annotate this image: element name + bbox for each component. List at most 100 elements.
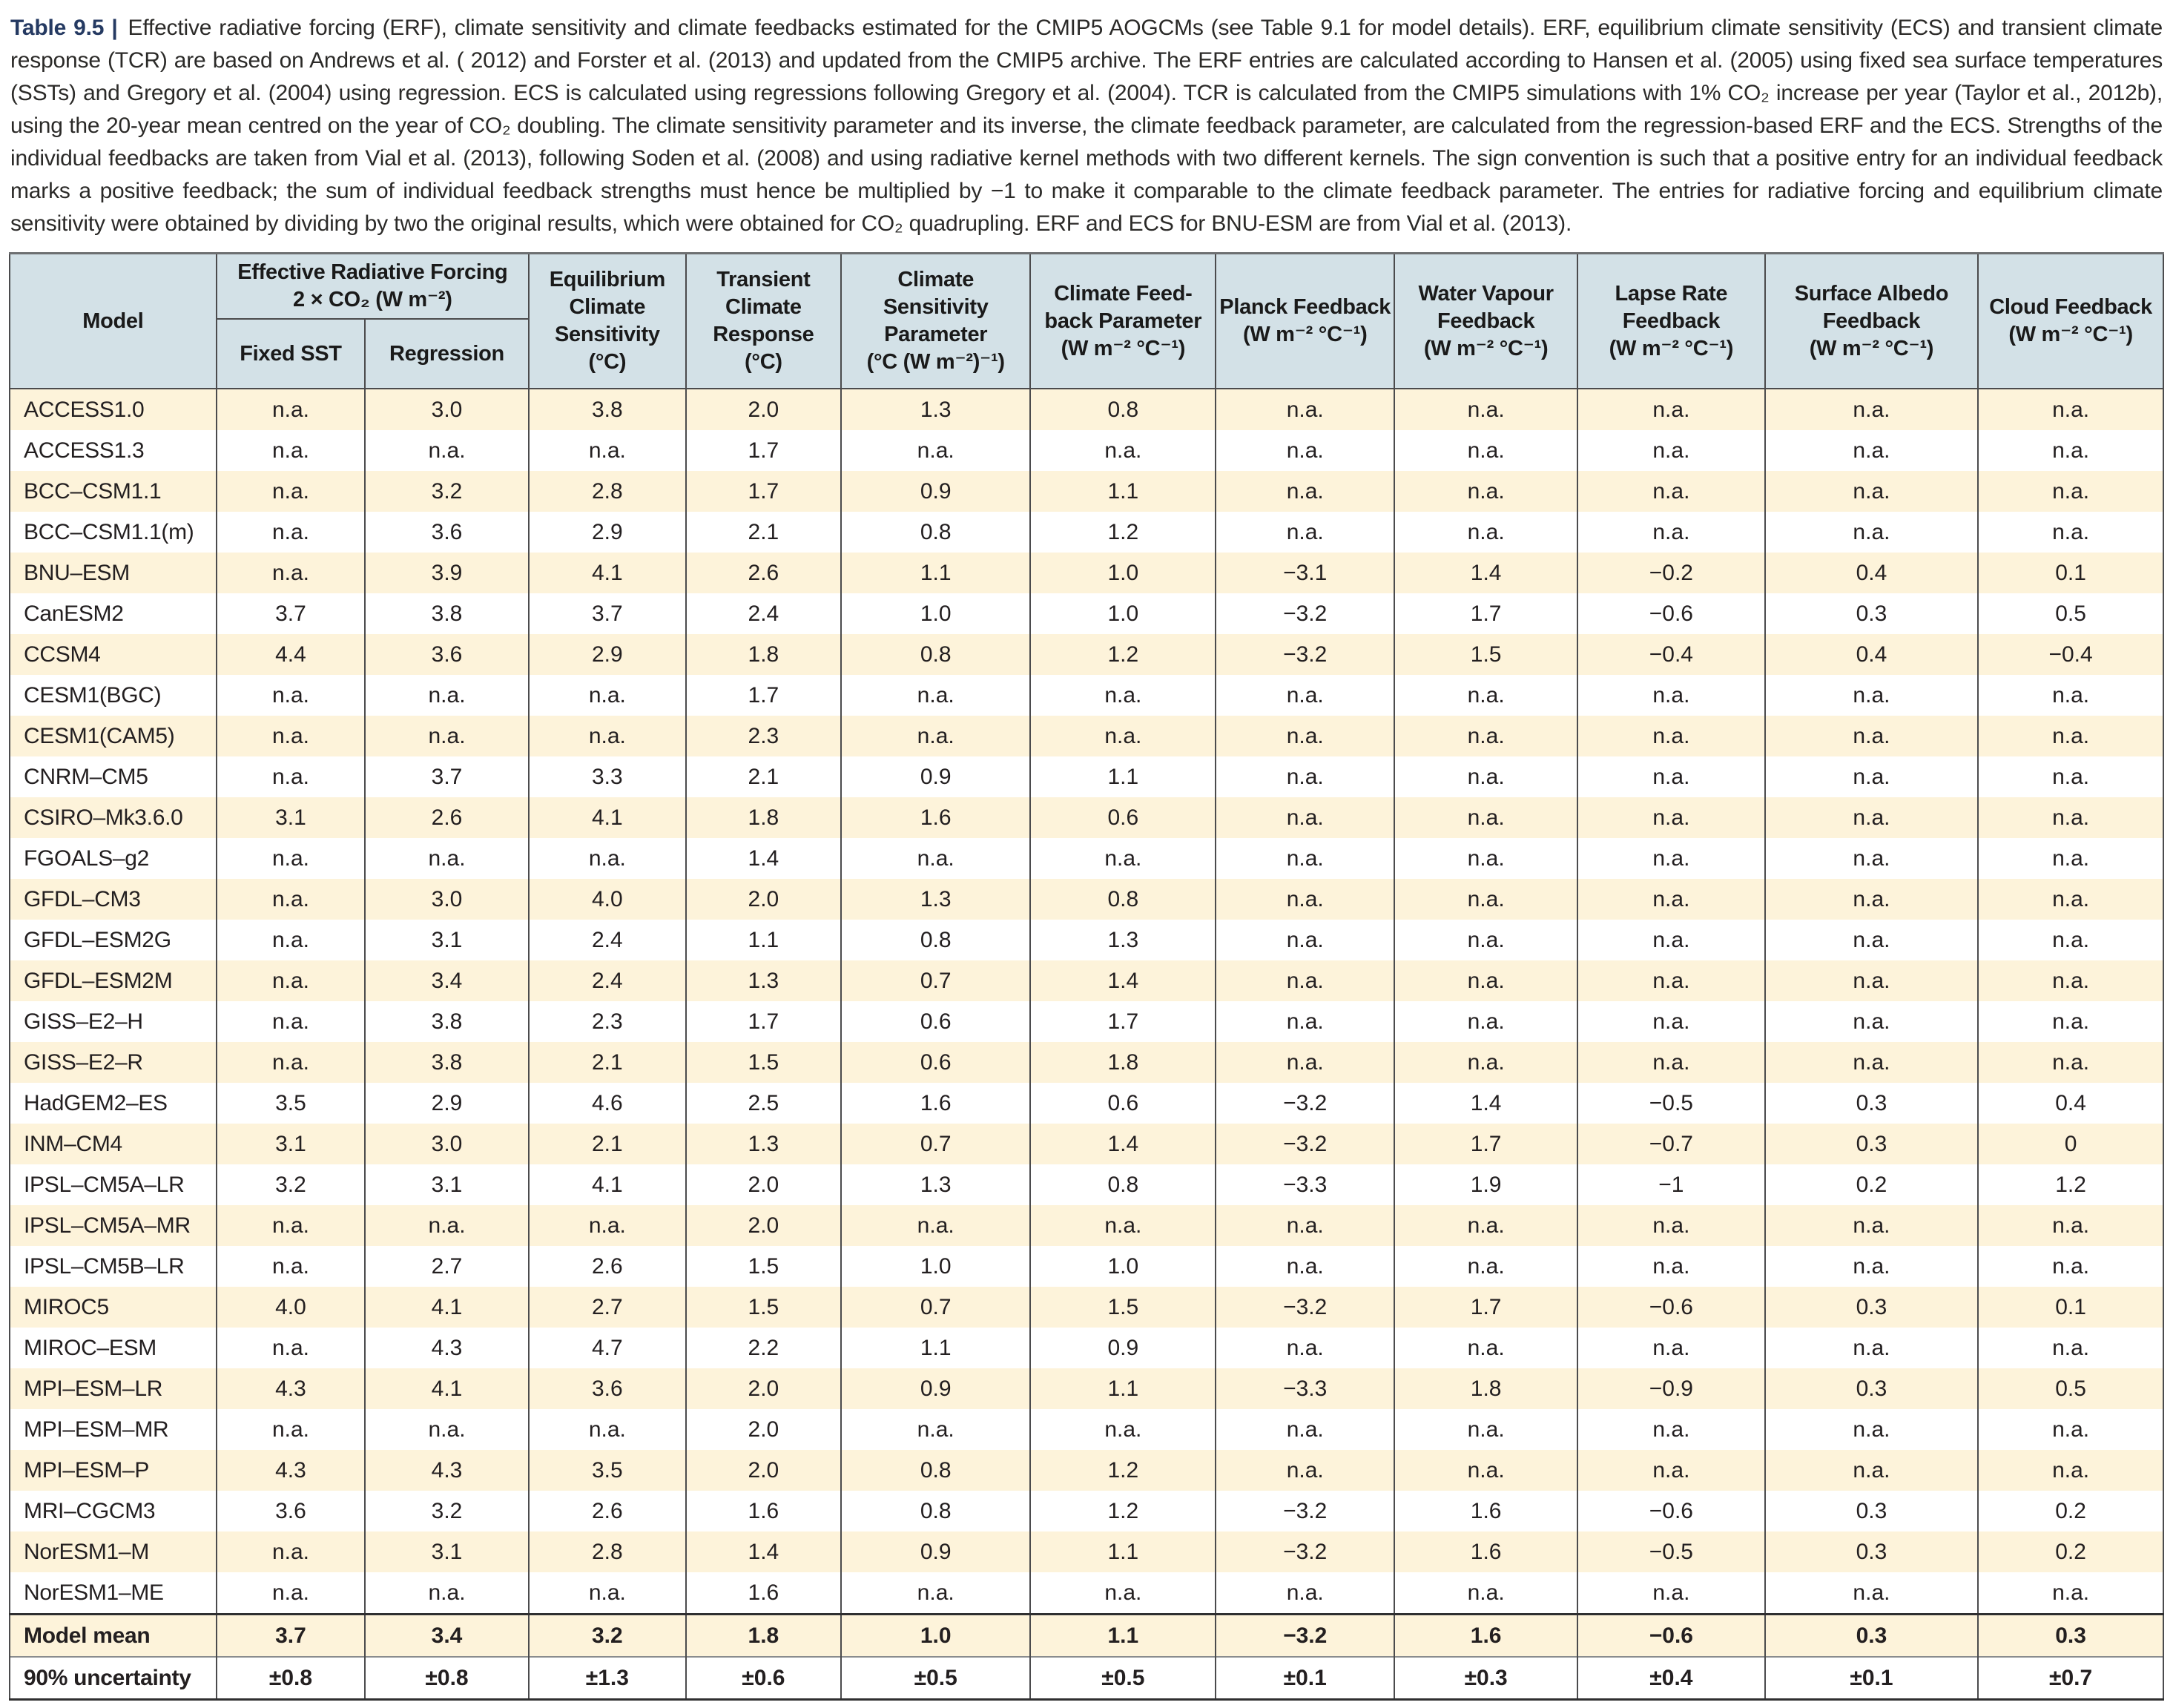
value-cell: ±0.8 [364,1656,530,1700]
value-cell: 3.8 [364,1001,530,1042]
value-cell: 3.0 [364,879,530,920]
value-cell: n.a. [1394,1572,1579,1615]
value-cell: n.a. [1977,1042,2164,1083]
value-cell: 2.4 [527,960,687,1001]
value-cell: n.a. [1394,512,1579,553]
value-cell: n.a. [1029,838,1217,879]
value-cell: n.a. [1977,430,2164,471]
table-row: CanESM2 3.7 3.8 3.7 2.4 1.0 1.0 −3.2 1.7 −0.6 0.3 0… [9,593,2164,634]
table-row: 90% uncertainty ±0.8 ±0.8 ±1.3 ±0.6 ±0.5 ±0.5 ±… [9,1656,2164,1700]
value-cell: n.a. [1215,1042,1396,1083]
value-cell: n.a. [1977,1572,2164,1615]
value-cell: n.a. [1764,1246,1979,1287]
value-cell: n.a. [1977,1450,2164,1491]
value-cell: 1.5 [685,1287,842,1328]
value-cell: n.a. [1577,471,1766,512]
value-cell: n.a. [215,716,366,756]
value-cell: n.a. [1577,1450,1766,1491]
value-cell: 1.6 [1394,1531,1579,1572]
value-cell: 0.4 [1977,1083,2164,1124]
value-cell: 1.7 [685,430,842,471]
value-cell: n.a. [840,838,1032,879]
value-cell: n.a. [215,430,366,471]
value-cell: 4.0 [527,879,687,920]
value-cell: n.a. [215,1572,366,1615]
value-cell: 0.7 [840,1124,1032,1164]
value-cell: 4.0 [215,1287,366,1328]
value-cell: 3.0 [364,389,530,430]
value-cell: −3.2 [1215,1531,1396,1572]
value-cell: 0.3 [1764,1368,1979,1409]
table-row: BCC–CSM1.1 n.a. 3.2 2.8 1.7 0.9 1.1 n.a. n.a. n.a… [9,471,2164,512]
value-cell: 1.2 [1029,512,1217,553]
value-cell: 2.4 [685,593,842,634]
value-cell: n.a. [215,512,366,553]
value-cell: −3.2 [1215,1124,1396,1164]
value-cell: −3.2 [1215,1083,1396,1124]
value-cell: n.a. [1577,797,1766,838]
value-cell: n.a. [527,838,687,879]
model-name-cell: GFDL–ESM2G [9,920,217,960]
value-cell: 1.3 [840,389,1032,430]
value-cell: 3.1 [215,797,366,838]
value-cell: n.a. [215,838,366,879]
value-cell: 0.7 [840,960,1032,1001]
value-cell: 1.7 [685,675,842,716]
value-cell: n.a. [215,960,366,1001]
value-cell: 1.4 [1029,960,1217,1001]
value-cell: ±0.5 [1029,1656,1217,1700]
value-cell: 1.4 [1029,1124,1217,1164]
value-cell: n.a. [1764,797,1979,838]
value-cell: 1.7 [1394,593,1579,634]
value-cell: −3.2 [1215,593,1396,634]
value-cell: 0.8 [1029,389,1217,430]
value-cell: n.a. [215,553,366,593]
value-cell: 0.2 [1764,1164,1979,1205]
value-cell: n.a. [1577,1572,1766,1615]
value-cell: 1.8 [685,797,842,838]
value-cell: n.a. [1577,430,1766,471]
value-cell: n.a. [1215,879,1396,920]
value-cell: 2.1 [685,512,842,553]
value-cell: 1.0 [840,593,1032,634]
value-cell: 1.7 [685,471,842,512]
value-cell: 0.6 [1029,1083,1217,1124]
value-cell: n.a. [1764,1042,1979,1083]
col-header-equilibrium-climate-sensitivity: Equilibrium Climate Sensitivity (°C) [527,252,687,389]
value-cell: n.a. [840,430,1032,471]
value-cell: 2.6 [527,1491,687,1531]
value-cell: n.a. [1394,1042,1579,1083]
value-cell: 4.3 [364,1450,530,1491]
model-name-cell: CNRM–CM5 [9,756,217,797]
value-cell: 3.2 [364,471,530,512]
value-cell: n.a. [215,879,366,920]
value-cell: 2.7 [527,1287,687,1328]
model-name-cell: MRI–CGCM3 [9,1491,217,1531]
value-cell: n.a. [364,838,530,879]
value-cell: ±0.8 [215,1656,366,1700]
value-cell: n.a. [527,1409,687,1450]
value-cell: n.a. [1577,960,1766,1001]
value-cell: 1.3 [685,1124,842,1164]
model-name-cell: IPSL–CM5A–MR [9,1205,217,1246]
value-cell: 1.2 [1029,634,1217,675]
value-cell: 1.6 [685,1572,842,1615]
value-cell: 0.8 [1029,879,1217,920]
value-cell: 4.1 [364,1368,530,1409]
value-cell: n.a. [1977,920,2164,960]
value-cell: 2.1 [685,756,842,797]
table-container: Model Effective Radiative Forcing 2 × CO… [9,252,2164,1701]
value-cell: n.a. [1029,675,1217,716]
value-cell: ±0.3 [1394,1656,1579,1700]
value-cell: 2.9 [527,634,687,675]
value-cell: n.a. [1215,797,1396,838]
value-cell: 0.5 [1977,1368,2164,1409]
model-name-cell: CSIRO–Mk3.6.0 [9,797,217,838]
value-cell: n.a. [215,1246,366,1287]
model-name-cell: IPSL–CM5A–LR [9,1164,217,1205]
value-cell: 0.3 [1764,1287,1979,1328]
value-cell: n.a. [1215,716,1396,756]
value-cell: n.a. [215,1042,366,1083]
value-cell: n.a. [840,675,1032,716]
col-header-surface-albedo-feedback: Surface Albedo Feedback (W m⁻² °C⁻¹) [1764,252,1979,389]
